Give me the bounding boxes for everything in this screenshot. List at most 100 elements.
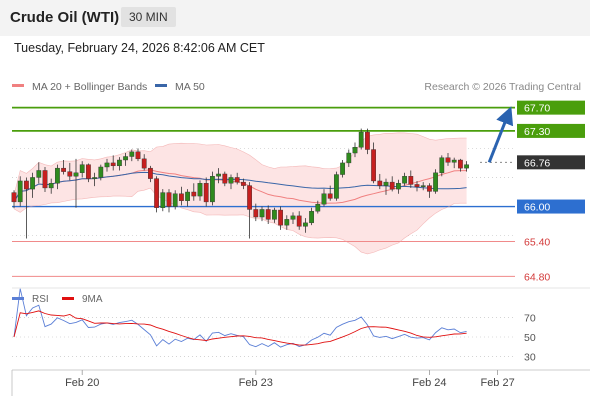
candle [247,182,252,239]
candle [253,203,259,222]
candle [352,142,358,158]
candle-body [334,174,339,199]
level-tag-bg [517,199,585,214]
price-legend: MA 20 + Bollinger Bands MA 50 Research © 2… [12,81,581,93]
rsi-legend-swatch [62,297,74,300]
key-levels [12,106,515,277]
candle-body [92,177,98,179]
time-axis: Feb 20 Feb 23 Feb 24 Feb 27 [11,369,590,396]
candle [334,171,339,201]
candle-body [290,215,296,220]
timeframe-badge[interactable]: 30 MIN [121,7,176,27]
candle [240,178,246,190]
candle-body [383,181,389,186]
candle [234,172,240,185]
candle [371,142,376,184]
bollinger-bands [14,132,467,254]
candle-body [110,162,116,167]
candle-body [116,159,122,167]
candle [377,173,383,190]
bollinger-upper-line [13,132,467,195]
candle [116,157,122,171]
rsi-legend-label: RSI [32,294,49,305]
candle [346,149,352,167]
candle [36,162,42,184]
candle-body [98,166,104,178]
candle [154,176,159,213]
candle-body [55,167,60,184]
candle [73,158,79,208]
level-tag-bg [517,155,585,170]
candle-body [185,191,190,201]
candle-body [296,215,302,227]
level-tag-64-80: 64.80 [524,271,550,283]
candle [178,186,184,206]
candle-body [67,171,73,177]
projection-arrow-line [487,106,514,163]
instrument-title: Crude Oil (WTI) [10,9,120,26]
candle [197,180,203,201]
time-tick-label: Feb 24 [412,377,446,389]
candle-body [259,209,265,218]
candle [141,154,147,171]
candle-body [408,176,414,185]
candle [160,189,166,212]
level-tag-67-30: 67.30 [524,126,550,138]
candle [85,163,91,183]
candle [464,161,469,172]
candle [129,149,135,162]
projection-arrow [487,106,514,163]
candle [340,160,345,178]
candle [439,155,445,177]
candle [327,185,333,201]
candle [451,157,457,169]
candle [191,183,197,201]
candle-body [327,193,333,199]
candle [383,178,389,195]
candle-body [191,191,197,197]
candlesticks [11,128,469,239]
bollinger-lower-line [13,187,467,255]
candle-body [135,151,141,160]
candle-body [30,177,35,190]
candle-body [427,185,432,192]
candle [389,176,395,192]
candle-body [11,192,17,203]
legend-label: MA 20 + Bollinger Bands [32,81,147,93]
candle [222,171,228,187]
candle [203,177,209,207]
candle-body [303,222,308,227]
time-tick-label: Feb 20 [65,377,99,389]
candle-body [154,178,159,208]
candle [396,179,401,194]
level-tag-67-70: 67.70 [524,103,550,115]
candle [228,174,234,190]
candle-body [234,177,240,183]
legend-swatch [12,84,24,87]
level-tag-66-00: 66.00 [524,202,550,214]
candle [321,189,327,207]
candle-body [24,180,29,190]
candle [24,177,29,239]
candle [272,207,277,223]
rsi-tick-50: 50 [524,332,536,344]
level-tag-65-40: 65.40 [524,236,550,248]
time-tick-label: Feb 27 [480,377,514,389]
candle-body [451,159,457,163]
level-tag-bg [517,100,585,115]
candle-body [433,172,438,192]
candle-body [104,162,110,168]
candle [17,176,23,207]
rsi-legend-label: 9MA [82,294,103,305]
header-bar: Crude Oil (WTI) 30 MIN [0,0,590,36]
candle [445,153,451,166]
rsi-legend-swatch [12,297,24,300]
candle-body [216,173,221,177]
candle-body [253,209,259,218]
candle-body [228,177,234,184]
rsi-tick-70: 70 [524,313,536,325]
candle-body [284,219,290,226]
rsi-panel: RSI 9MA 70 50 30 [12,287,590,363]
candle [123,153,129,166]
